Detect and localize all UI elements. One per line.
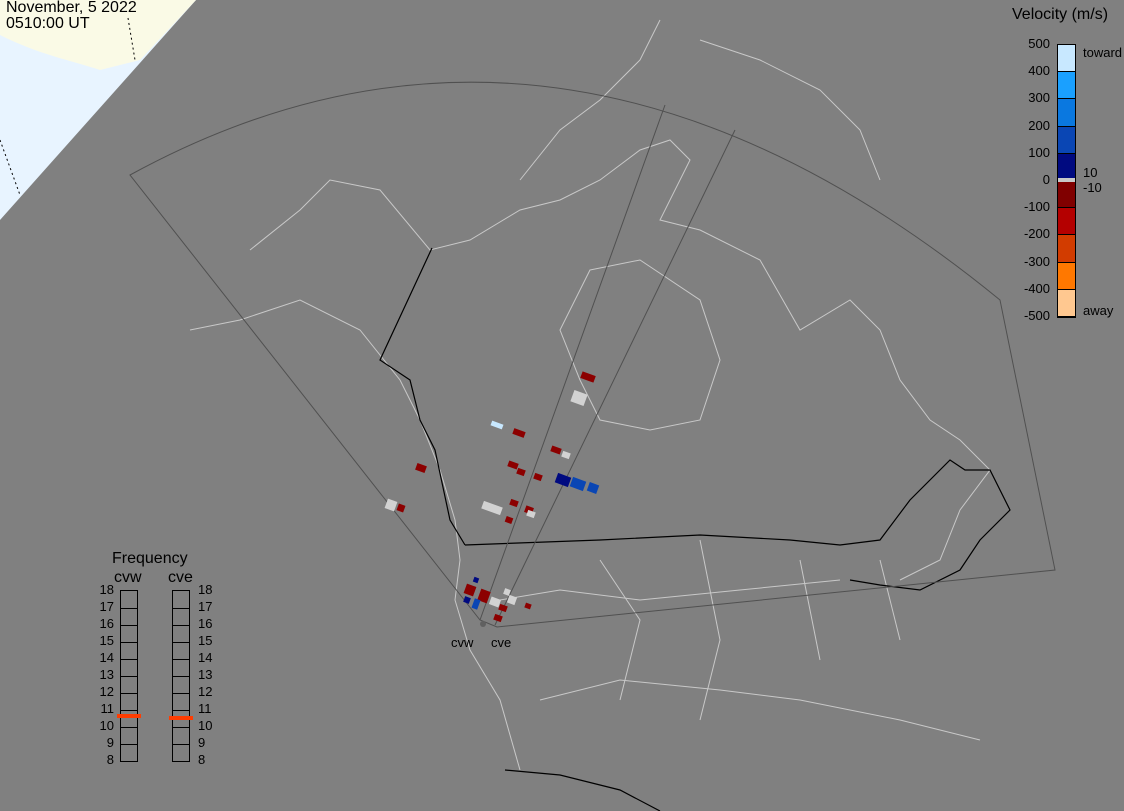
frequency-tick-label: 18 [198,582,213,597]
frequency-tick-label: 10 [99,718,114,733]
velocity-cell [570,389,588,407]
colorbar-segment [1058,181,1075,209]
frequency-tick-label: 17 [99,599,114,614]
velocity-cell [463,583,477,597]
colorbar-segment [1058,153,1075,181]
daylight-region [0,0,196,220]
frequency-tick-label: 10 [198,718,213,733]
velocity-tick-label: -100 [1023,199,1050,215]
frequency-tick-label: 12 [198,684,213,699]
velocity-cell [507,460,519,470]
velocity-tick-label: 400 [1028,63,1050,79]
velocity-cell [498,603,508,613]
frequency-marker [117,713,141,718]
velocity-cell [586,482,600,494]
frequency-tick-label: 11 [198,701,212,716]
velocity-tick-label: 200 [1028,117,1050,133]
frequency-tick-label: 8 [106,752,114,767]
velocity-cell [580,371,596,383]
velocity-cell [516,467,526,477]
velocity-cell [477,588,491,604]
colorbar-segment [1058,262,1075,290]
colorbar-segment [1058,208,1075,236]
velocity-cell [490,420,504,430]
frequency-tick-label: 8 [198,752,206,767]
velocity-tick-label: 500 [1028,36,1050,51]
velocity-cell [526,509,536,519]
neg-threshold-label: -10 [1083,180,1102,195]
velocity-tick-label: -300 [1023,253,1050,269]
radar-name-cve: cve [168,569,193,586]
colorbar-zero-band [1058,178,1075,182]
velocity-tick-label: -400 [1023,280,1050,296]
velocity-tick-label: 0 [1042,172,1050,187]
velocity-tick-label: -500 [1023,308,1050,323]
radar-fields-of-view [129,81,1056,628]
colorbar-segment [1058,235,1075,263]
velocity-cell [471,598,481,610]
frequency-scale-cve [172,590,190,762]
velocity-tick-label: 100 [1028,144,1050,160]
frequency-tick-label: 12 [99,684,114,699]
coastlines [189,19,991,771]
velocity-legend-title: Velocity (m/s) [1012,6,1109,23]
frequency-marker [169,715,193,720]
velocity-cell [512,428,526,438]
velocity-cell [524,602,532,610]
velocity-cell [463,596,471,604]
velocity-tick-label: -200 [1023,226,1050,242]
toward-label: toward [1083,45,1123,60]
frequency-tick-label: 18 [99,582,114,597]
frequency-tick-label: 13 [99,667,114,682]
velocity-cell [472,576,480,584]
velocity-cell [569,476,587,492]
velocity-cell [554,472,572,488]
frequency-tick-label: 9 [198,735,206,750]
velocity-cell [533,472,543,482]
frequency-tick-label: 14 [198,650,213,665]
date-label: November, 5 2022 [6,0,137,16]
velocity-cell [384,498,398,512]
frequency-tick-label: 9 [106,735,114,750]
velocity-colorbar [1057,44,1076,318]
velocity-cell [504,515,514,525]
frequency-tick-label: 14 [99,650,114,665]
frequency-tick-label: 13 [198,667,213,682]
colorbar-segment [1058,45,1075,73]
frequency-tick-label: 15 [198,633,213,648]
colorbar-segment [1058,72,1075,100]
frequency-tick-label: 16 [198,616,213,631]
velocity-cell [509,498,519,508]
velocity-cell [415,463,427,473]
velocity-cells [384,371,600,623]
colorbar-segment [1058,126,1075,154]
frequency-tick-label: 15 [99,633,114,648]
velocity-cell [506,594,518,606]
velocity-cell [488,596,502,608]
frequency-tick-label: 11 [100,701,115,716]
velocity-cell [396,503,406,513]
frequency-title: Frequency [112,550,188,567]
colorbar-segment [1058,99,1075,127]
frequency-tick-label: 17 [198,599,213,614]
velocity-cell [550,445,562,455]
velocity-cell [493,613,503,623]
borders [379,247,1011,811]
radar-label-cve: cve [491,635,512,650]
radar-name-cvw: cvw [114,569,142,586]
velocity-cell [561,450,571,460]
pos-threshold-label: 10 [1083,165,1098,180]
radar-label-cvw: cvw [451,635,474,650]
radar-site-marker [480,621,486,627]
frequency-scale-cvw [120,590,138,762]
time-label: 0510:00 UT [6,15,90,32]
velocity-cell [503,588,511,596]
frequency-tick-label: 16 [99,616,114,631]
away-label: away [1083,303,1114,318]
velocity-cell [481,500,503,516]
velocity-tick-label: 300 [1028,90,1050,106]
colorbar-segment [1058,289,1075,317]
